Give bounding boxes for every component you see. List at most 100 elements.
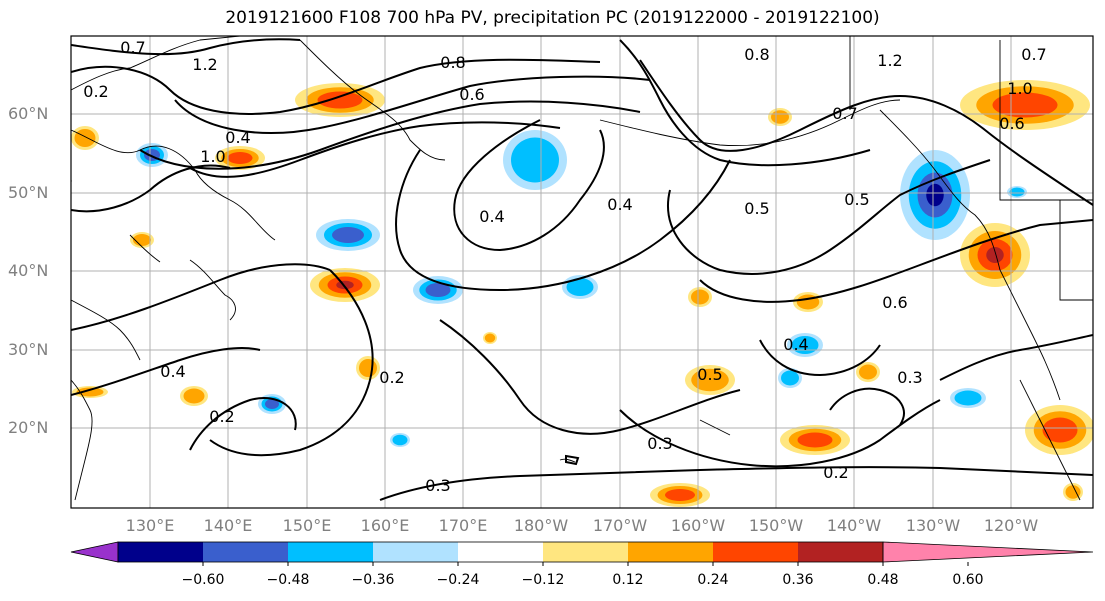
colorbar-tick-label: −0.24: [436, 572, 480, 588]
contour-label: 0.8: [440, 53, 465, 72]
contour-label: 1.0: [1007, 79, 1032, 98]
contour-label: 0.6: [882, 293, 907, 312]
precip-anomaly-patch: [74, 129, 96, 147]
contour-label: 0.2: [823, 463, 848, 482]
colorbar-extend-high: [882, 541, 1094, 563]
precip-anomaly-patch: [1009, 187, 1025, 197]
colorbar-segment: [628, 542, 713, 562]
latitude-label: 50°N: [8, 183, 49, 202]
longitude-label: 120°W: [983, 516, 1039, 535]
longitude-label: 130°E: [125, 516, 175, 535]
precip-anomaly-patch: [954, 390, 982, 406]
contour-label: 0.5: [697, 365, 722, 384]
map-frame: [70, 35, 1094, 509]
longitude-label: 150°W: [748, 516, 804, 535]
longitude-label: 150°E: [282, 516, 332, 535]
contour-label: 0.6: [47, 170, 72, 189]
contour-label: 0.8: [744, 45, 769, 64]
contour-label: 0.5: [744, 199, 769, 218]
contour-label: 0.7: [832, 104, 857, 123]
precip-anomaly-patch: [511, 137, 559, 183]
precip-anomaly-patch: [359, 359, 377, 377]
contour-label: 0.4: [479, 207, 504, 226]
colorbar-extend-low: [70, 541, 119, 563]
contour-label: 0.7: [120, 38, 145, 57]
colorbar-segment: [713, 542, 798, 562]
contour-label: 0.2: [379, 368, 404, 387]
colorbar-tick-label: 0.36: [782, 572, 814, 588]
precip-anomaly-patch: [1065, 485, 1081, 499]
contour-label: 1.2: [877, 51, 902, 70]
longitude-label: 140°E: [203, 516, 253, 535]
latitude-label: 40°N: [8, 261, 49, 280]
colorbar-tick-label: −0.60: [181, 572, 225, 588]
map-panel: 0.71.2 0.80.60.8 1.21.00.60.70.41.00.60.4 0…: [47, 36, 1093, 508]
latitude-label: 20°N: [8, 418, 49, 437]
colorbar-tick-label: 0.48: [867, 572, 899, 588]
longitude-label: 160°W: [670, 516, 726, 535]
precip-anomaly-patch: [781, 370, 799, 386]
precip-anomaly-patch: [986, 247, 1004, 263]
contour-label: 0.5: [844, 190, 869, 209]
colorbar-segment: [118, 542, 203, 562]
contour-label: 0.4: [225, 128, 250, 147]
colorbar-tick-label: 0.24: [697, 572, 729, 588]
contour-label: 0.4: [607, 195, 632, 214]
precip-anomaly-patch: [771, 110, 789, 124]
precip-anomaly-patch: [1042, 417, 1078, 443]
longitude-label: 170°E: [438, 516, 488, 535]
contour-label: 0.4: [783, 335, 808, 354]
precip-anomaly-patch: [392, 434, 408, 446]
latitude-label: 30°N: [8, 340, 49, 359]
contour-label: 0.4: [160, 362, 185, 381]
contour-label: 0.6: [999, 114, 1024, 133]
precip-anomaly-patch: [797, 432, 833, 448]
colorbar-segment: [373, 542, 458, 562]
colorbar-segment: [798, 542, 883, 562]
longitude-label: 140°W: [826, 516, 882, 535]
precip-anomaly-patch: [227, 152, 253, 164]
precip-anomaly-patch: [859, 364, 877, 380]
precip-anomaly-patch: [133, 234, 151, 246]
map-title: 2019121600 F108 700 hPa PV, precipitatio…: [225, 8, 880, 28]
contour-label: 1.2: [192, 55, 217, 74]
colorbar-segment: [543, 542, 628, 562]
colorbar-tick-label: 0.12: [612, 572, 644, 588]
precip-anomaly-patch: [76, 387, 104, 397]
longitude-label: 130°W: [905, 516, 961, 535]
pv-contours: [71, 38, 1093, 501]
contour-label: 0.6: [459, 85, 484, 104]
colorbar-segment: [203, 542, 288, 562]
precip-anomaly-patch: [317, 91, 363, 109]
contour-label: 0.2: [209, 407, 234, 426]
precip-anomaly-patch: [484, 333, 496, 343]
precip-anomaly-patch: [265, 399, 279, 409]
precip-anomaly-patch: [691, 289, 709, 305]
latitude-label: 60°N: [8, 104, 49, 123]
colorbar-segment: [458, 542, 543, 562]
contour-label: 0.3: [647, 434, 672, 453]
contour-label: 0.7: [1021, 45, 1046, 64]
contour-label-group: 0.71.2 0.80.60.8 1.21.00.60.70.41.00.60.4 0…: [47, 38, 1047, 495]
precip-anomaly-patch: [425, 283, 451, 297]
contour-label: 0.2: [83, 82, 108, 101]
contour-label: 0.3: [897, 368, 922, 387]
contour-label: 0.3: [425, 476, 450, 495]
precip-anomaly-patch: [926, 183, 944, 207]
colorbar-tick-label: −0.12: [521, 572, 565, 588]
precip-anomaly-patch: [183, 388, 205, 404]
colorbar-frame: [117, 541, 884, 563]
longitude-label: 180°W: [513, 516, 569, 535]
precip-anomaly-patch: [665, 489, 695, 501]
colorbar: [70, 541, 1094, 566]
precip-anomaly-patch: [332, 227, 364, 243]
precip-anomaly-patch: [691, 368, 729, 392]
longitude-label: 160°E: [360, 516, 410, 535]
precip-anomaly-patch: [992, 92, 1058, 118]
colorbar-segment: [288, 542, 373, 562]
colorbar-tick-label: −0.48: [266, 572, 310, 588]
colorbar-tick-label: −0.36: [351, 572, 395, 588]
precip-anomaly-patch: [566, 278, 594, 296]
contour-label: 1.0: [200, 147, 225, 166]
